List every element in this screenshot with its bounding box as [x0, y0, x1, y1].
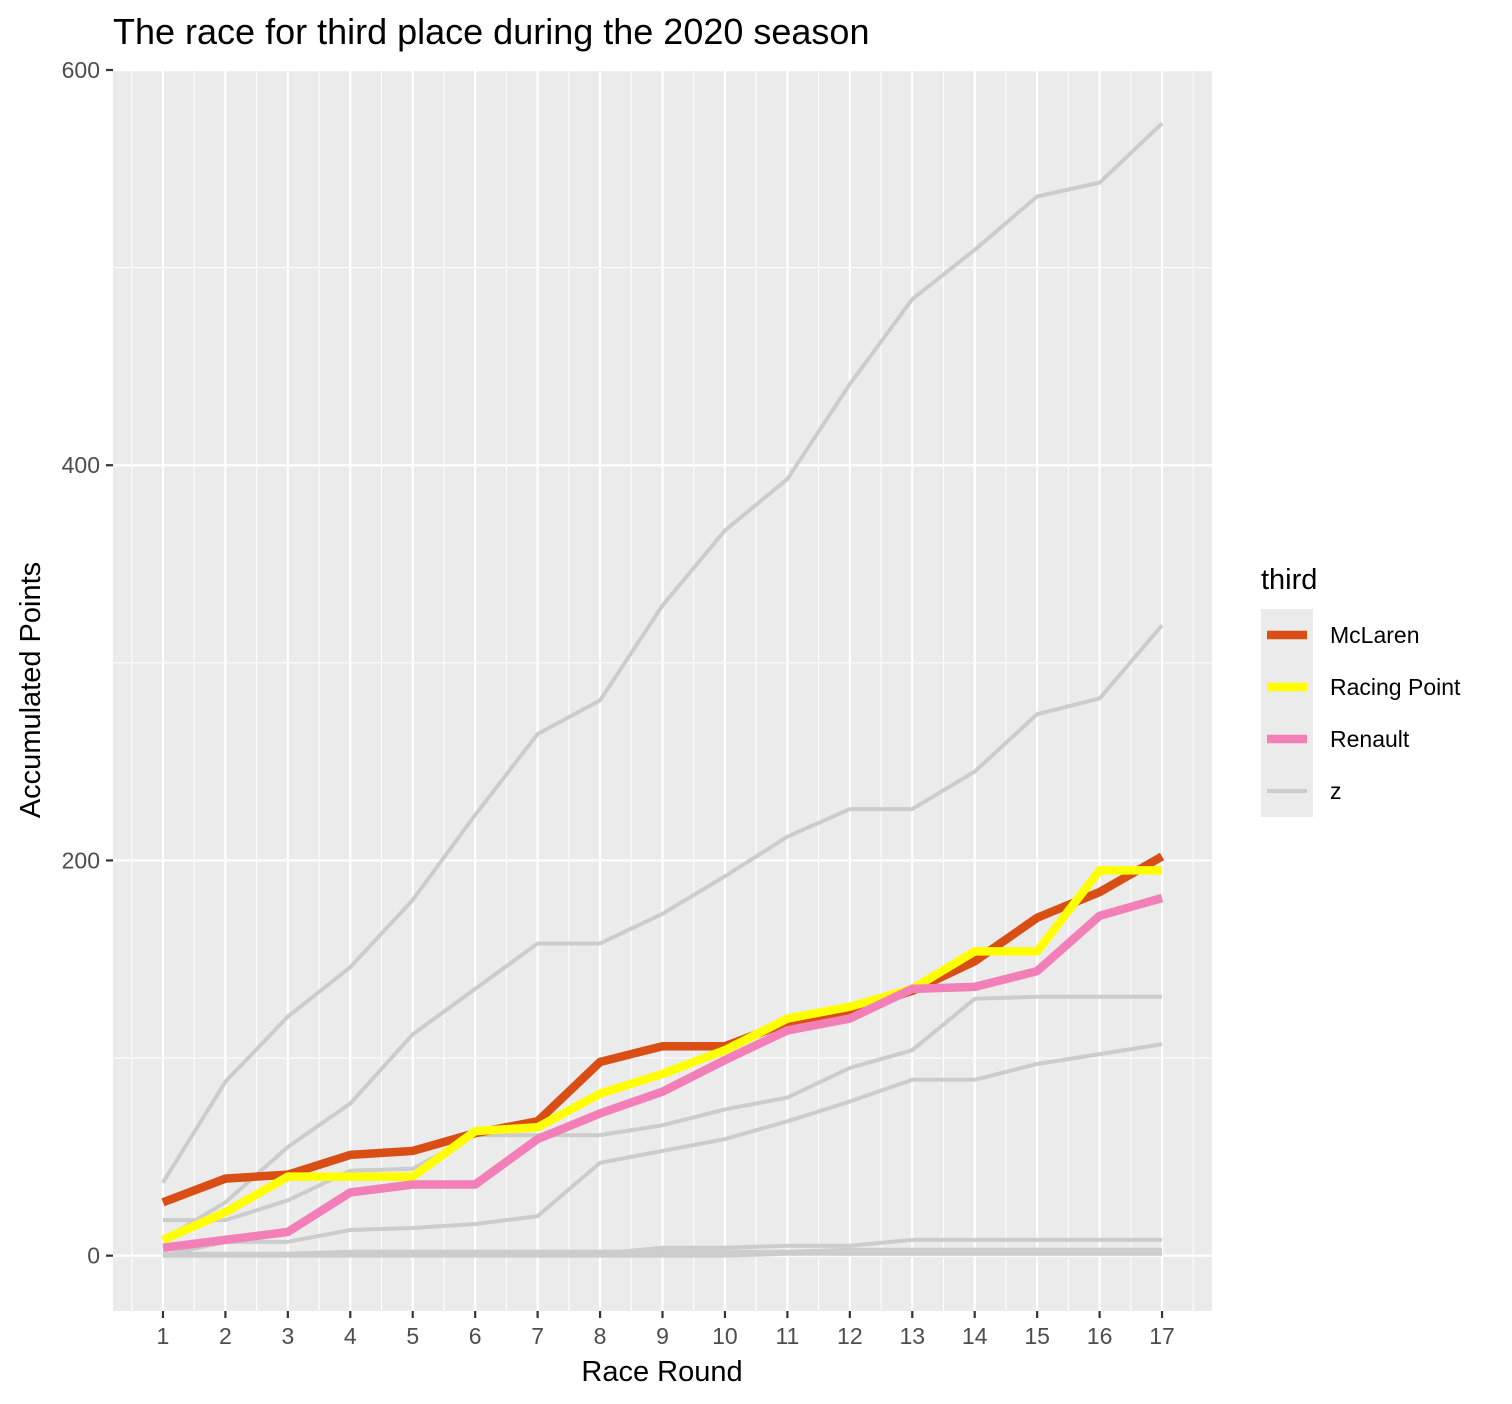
series-line-z: [162, 1251, 1163, 1258]
x-axis-title: Race Round: [581, 1356, 742, 1388]
chart-title: The race for third place during the 2020…: [113, 11, 869, 52]
legend: third McLaren Racing Point Renault z: [1261, 564, 1461, 817]
x-tick-label: 17: [1149, 1323, 1175, 1349]
grid-major: [113, 68, 1212, 1311]
x-tick-label: 4: [344, 1323, 357, 1349]
x-tick-label: 3: [281, 1323, 294, 1349]
x-tick-label: 10: [712, 1323, 738, 1349]
series-line-z: [162, 1042, 1163, 1258]
series-line-z: [161, 121, 1164, 1184]
series-line-mclaren: [161, 852, 1165, 1207]
x-tick-label: 12: [837, 1323, 863, 1349]
x-tick-label: 1: [157, 1323, 170, 1349]
legend-label: Racing Point: [1330, 674, 1461, 700]
x-tick-label: 9: [656, 1323, 669, 1349]
x-tick-label: 7: [531, 1323, 544, 1349]
x-tick-label: 5: [406, 1323, 419, 1349]
series-line-racing-point: [161, 866, 1163, 1244]
x-tick-label: 16: [1087, 1323, 1113, 1349]
x-tick-label: 11: [775, 1323, 799, 1349]
y-axis-title: Accumulated Points: [15, 562, 47, 818]
legend-label: Renault: [1330, 726, 1410, 752]
x-tick-label: 8: [594, 1323, 607, 1349]
series-line-z: [161, 623, 1164, 1242]
y-tick-label: 0: [87, 1243, 100, 1269]
series-line-renault: [162, 893, 1164, 1252]
y-tick-label: 600: [62, 57, 100, 83]
x-tick-label: 6: [469, 1323, 482, 1349]
series-line-z: [162, 1247, 1163, 1258]
x-tick-label: 13: [899, 1323, 925, 1349]
x-tick-label: 14: [962, 1323, 988, 1349]
legend-label: McLaren: [1330, 622, 1419, 648]
y-tick-label: 400: [62, 452, 100, 478]
y-tick-label: 200: [62, 847, 100, 873]
x-tick-label: 15: [1024, 1323, 1050, 1349]
legend-label: z: [1330, 778, 1342, 804]
legend-title: third: [1261, 564, 1317, 596]
legend-key-background: [1261, 609, 1313, 817]
series-layer: [161, 121, 1165, 1258]
x-tick-label: 2: [219, 1323, 232, 1349]
